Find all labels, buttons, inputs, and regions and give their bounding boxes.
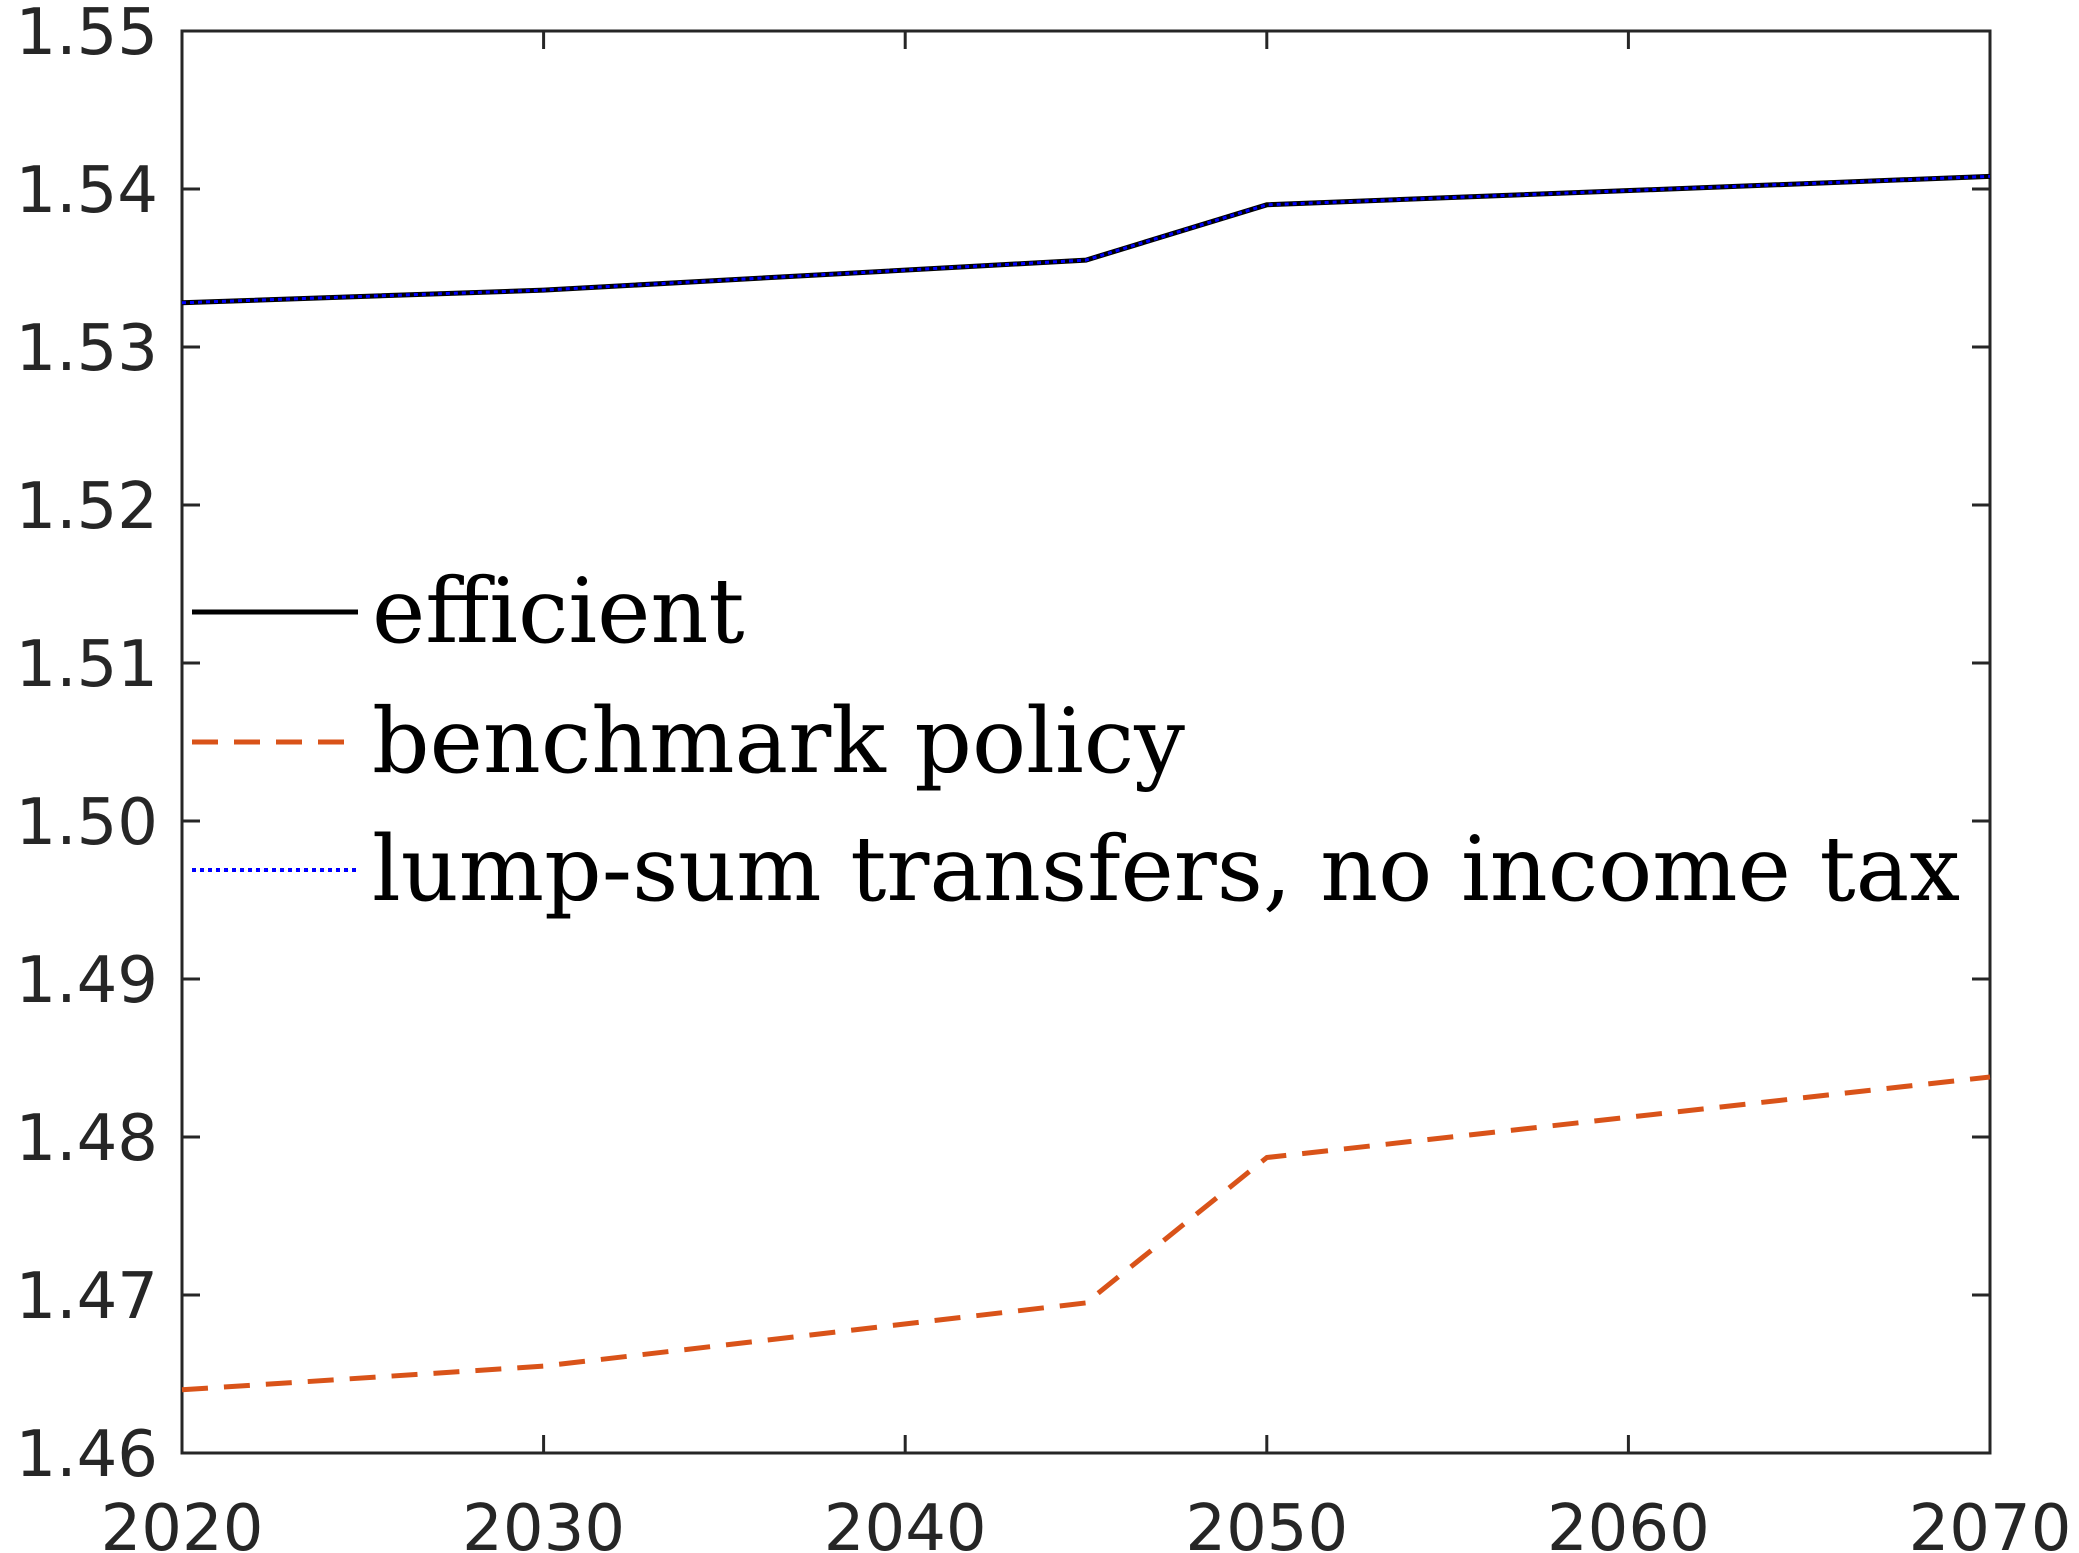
axis-ticks [180, 29, 1992, 1455]
y-tick-label: 1.51 [16, 628, 159, 702]
y-tick-label: 1.55 [16, 0, 159, 70]
series-line-2 [181, 174, 1991, 305]
x-tick-label: 2060 [1547, 1492, 1710, 1553]
x-tick-label: 2070 [1909, 1492, 2072, 1553]
x-tick-label: 2030 [462, 1492, 625, 1553]
y-tick-label: 1.47 [16, 1260, 159, 1334]
x-tick-label: 2040 [824, 1492, 987, 1553]
y-tick-label: 1.46 [16, 1418, 159, 1492]
y-tick-label: 1.48 [16, 1102, 159, 1176]
legend-label-1: benchmark policy [372, 689, 1185, 794]
legend: efficient benchmark policy lump-sum transf… [192, 559, 1960, 922]
x-tick-label: 2020 [101, 1492, 264, 1553]
x-tick-label: 2050 [1185, 1492, 1348, 1553]
series-lines [181, 173, 1991, 1393]
y-tick-label: 1.52 [16, 470, 159, 544]
y-tick-label: 1.54 [16, 154, 159, 228]
y-tick-label: 1.50 [16, 786, 159, 860]
y-tick-label: 1.53 [16, 312, 159, 386]
y-tick-labels: 1.46 1.47 1.48 1.49 1.50 1.51 1.52 1.53 1.54 1.55 [16, 0, 159, 1492]
x-tick-labels: 2020 2030 2040 2050 2060 2070 [101, 1492, 2072, 1553]
plot-area [180, 29, 1992, 1455]
legend-label-2: lump-sum transfers, no income tax [372, 817, 1960, 922]
y-tick-label: 1.49 [16, 944, 159, 1018]
legend-label-0: efficient [372, 559, 745, 664]
